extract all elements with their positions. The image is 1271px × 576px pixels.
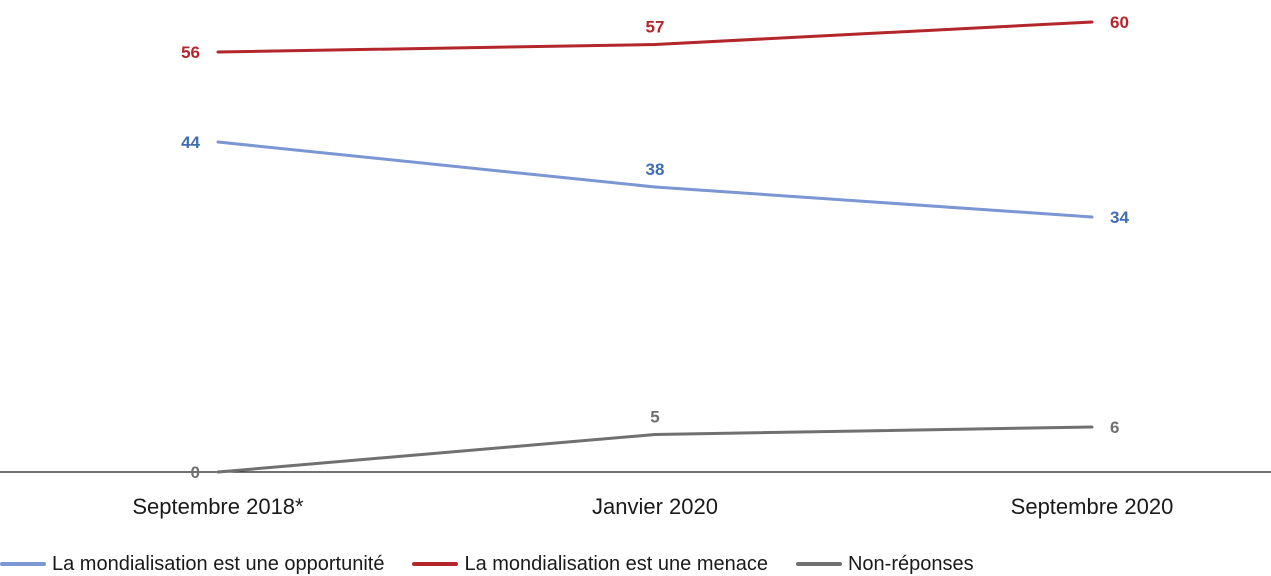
legend-item-menace: La mondialisation est une menace [412,553,768,576]
data-label: 0 [191,463,200,482]
data-point [653,185,657,189]
legend-item-opportunite: La mondialisation est une opportunité [0,553,384,576]
x-tick-label: Janvier 2020 [592,494,718,519]
series-line-opportunite [217,140,1093,219]
data-label: 60 [1110,13,1129,32]
x-tick-label: Septembre 2020 [1011,494,1174,519]
data-point [1090,215,1094,219]
legend-label: Non-réponses [847,552,974,575]
data-label: 56 [181,43,200,62]
legend-swatch [795,562,842,566]
data-point [653,43,657,46]
data-point [216,470,220,474]
data-point [1090,425,1094,429]
data-label: 44 [181,133,200,152]
data-label: 34 [1110,208,1129,227]
data-point [1090,20,1094,24]
series-menace: 56 57 60 [181,13,1129,62]
x-tick-label: Septembre 2018* [132,494,304,519]
legend: La mondialisation est une opportunité La … [0,552,1002,576]
legend-item-non-reponses: Non-réponses [795,552,974,576]
x-tick-labels: Septembre 2018* Janvier 2020 Septembre 202… [132,494,1173,519]
data-label: 38 [646,160,665,179]
data-label: 6 [1110,418,1119,437]
legend-label: La mondialisation est une opportunité [52,552,385,575]
legend-swatch [0,562,46,566]
legend-label: La mondialisation est une menace [464,552,768,575]
legend-swatch [412,562,459,566]
series-opportunite: 44 38 34 [181,133,1129,227]
series-non-reponses: 0 5 6 [191,408,1120,483]
data-point [216,50,220,54]
data-point [653,433,657,436]
data-label: 57 [646,18,665,37]
data-point [216,140,220,144]
data-label: 5 [650,408,659,427]
